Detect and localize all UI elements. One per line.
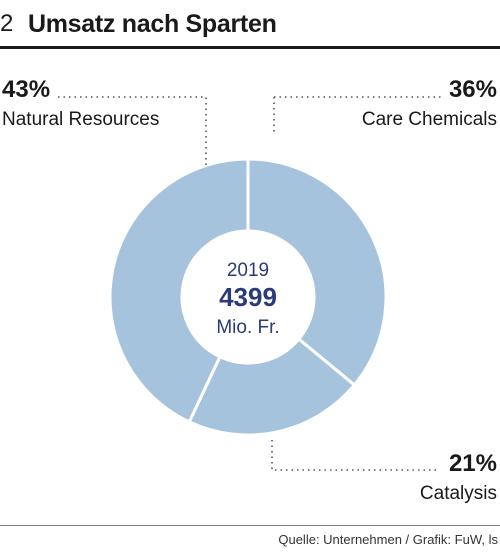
label-pct-natural-resources: 43% bbox=[2, 76, 50, 103]
label-name-care-chemicals: Care Chemicals bbox=[362, 109, 497, 130]
leader-lines bbox=[58, 96, 442, 471]
chart-header: 2 Umsatz nach Sparten bbox=[0, 6, 500, 46]
source-note: Quelle: Unternehmen / Grafik: FuW, ls bbox=[278, 532, 498, 547]
label-pct-catalysis: 21% bbox=[449, 450, 497, 477]
center-year: 2019 bbox=[227, 260, 269, 281]
leader-line-natural-resources bbox=[58, 96, 207, 165]
slice-catalysis bbox=[187, 336, 357, 437]
slice-natural-resources bbox=[108, 157, 250, 424]
slice-group bbox=[108, 157, 388, 437]
label-pct-care-chemicals: 36% bbox=[449, 76, 497, 103]
leader-line-catalysis bbox=[271, 440, 440, 471]
center-unit: Mio. Fr. bbox=[216, 317, 279, 338]
label-name-catalysis: Catalysis bbox=[420, 483, 497, 504]
chart-title: Umsatz nach Sparten bbox=[28, 10, 277, 38]
label-name-natural-resources: Natural Resources bbox=[2, 109, 159, 130]
slice-care-chemicals bbox=[246, 157, 388, 388]
footer-rule bbox=[0, 525, 500, 526]
header-rule bbox=[0, 46, 500, 49]
center-total: 4399 bbox=[219, 282, 277, 312]
figure-number: 2 bbox=[0, 10, 14, 37]
